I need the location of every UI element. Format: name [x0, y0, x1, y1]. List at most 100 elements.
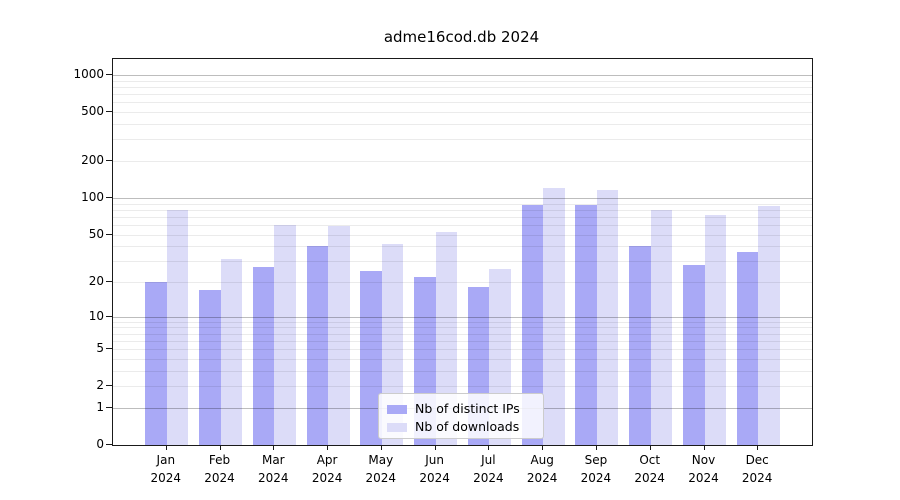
- legend: Nb of distinct IPs Nb of downloads: [378, 393, 544, 439]
- grid-line-minor: [113, 94, 812, 96]
- y-tick-label: 200: [81, 153, 104, 167]
- bar-downloads-dec: [758, 205, 780, 445]
- y-tick-label: 10: [88, 308, 104, 323]
- x-tick-mark: [380, 445, 382, 450]
- bar-downloads-mar: [274, 224, 296, 445]
- grid-line-minor: [113, 321, 812, 323]
- grid-line-minor: [113, 139, 812, 141]
- grid-line-minor: [113, 386, 812, 388]
- x-tick-label: Jan 2024: [150, 453, 182, 485]
- y-tick-label: 1: [96, 399, 104, 414]
- grid-line-minor: [113, 261, 812, 263]
- x-tick-label: Feb 2024: [204, 453, 235, 485]
- grid-line-minor: [113, 224, 812, 226]
- grid-line-minor: [113, 349, 812, 351]
- bar-distinct-ips-jan: [145, 282, 167, 445]
- x-tick-mark: [595, 445, 597, 450]
- grid-line-minor: [113, 358, 812, 360]
- grid-line-minor: [113, 370, 812, 372]
- x-tick-mark: [273, 445, 275, 450]
- bar-distinct-ips-sep: [575, 204, 597, 445]
- legend-swatch-downloads: [387, 422, 407, 432]
- x-tick-label: Mar 2024: [258, 453, 289, 485]
- grid-line-minor: [113, 333, 812, 335]
- legend-label-distinct-ips: Nb of distinct IPs: [415, 401, 520, 416]
- grid-line-minor: [113, 282, 812, 283]
- x-tick-label: Apr 2024: [311, 453, 343, 485]
- x-tick-mark: [219, 445, 221, 450]
- bar-distinct-ips-mar: [252, 266, 275, 445]
- grid-line-major: [113, 197, 812, 199]
- y-tick-label: 100: [81, 189, 104, 204]
- x-tick-label: Oct 2024: [634, 453, 665, 485]
- bar-downloads-jan: [166, 209, 189, 445]
- legend-label-downloads: Nb of downloads: [415, 419, 520, 434]
- x-tick-label: Sep 2024: [580, 453, 612, 485]
- x-tick-label: Jun 2024: [419, 453, 450, 485]
- bar-downloads-apr: [328, 225, 350, 445]
- y-tick-mark: [106, 233, 112, 235]
- bar-distinct-ips-nov: [683, 264, 705, 445]
- x-tick-mark: [757, 445, 759, 450]
- bar-downloads-sep: [596, 190, 619, 445]
- chart-title: adme16cod.db 2024: [383, 28, 540, 46]
- x-tick-mark: [649, 445, 651, 450]
- bar-distinct-ips-dec: [736, 251, 759, 445]
- x-tick-mark: [434, 445, 436, 450]
- legend-row-downloads: Nb of downloads: [387, 418, 535, 436]
- x-tick-label: Dec 2024: [741, 453, 773, 485]
- bar-downloads-aug: [543, 188, 565, 445]
- x-tick-mark: [327, 445, 329, 450]
- y-tick-label: 2: [96, 378, 104, 393]
- grid-line-minor: [113, 80, 812, 82]
- grid-line-minor: [113, 112, 812, 114]
- bar-downloads-oct: [650, 210, 673, 445]
- y-tick-label: 20: [88, 274, 104, 288]
- x-tick-mark: [488, 445, 490, 450]
- y-tick-mark: [106, 444, 112, 445]
- y-tick-mark: [106, 74, 112, 75]
- bar-downloads-feb: [220, 259, 242, 445]
- bar-distinct-ips-may: [360, 270, 382, 445]
- grid-line-minor: [113, 340, 812, 342]
- y-tick-label: 0: [96, 437, 104, 451]
- y-tick-label: 5: [96, 341, 104, 356]
- x-tick-mark: [165, 445, 167, 450]
- grid-line-minor: [113, 203, 812, 205]
- grid-line-major: [113, 316, 812, 318]
- x-tick-label: May 2024: [365, 453, 397, 485]
- y-tick-mark: [106, 315, 112, 317]
- bar-distinct-ips-oct: [629, 246, 651, 445]
- grid-line-minor: [113, 327, 812, 329]
- grid-line-minor: [113, 216, 812, 218]
- grid-line-minor: [113, 87, 812, 88]
- bar-distinct-ips-apr: [306, 246, 329, 445]
- bar-distinct-ips-feb: [199, 290, 221, 445]
- bar-downloads-nov: [704, 215, 726, 445]
- bar-distinct-ips-aug: [521, 204, 544, 445]
- y-tick-mark: [106, 348, 112, 350]
- plot-inner: [113, 59, 812, 445]
- y-tick-label: 500: [81, 104, 104, 119]
- grid-line-minor: [113, 246, 812, 248]
- grid-line-minor: [113, 209, 812, 211]
- y-tick-mark: [106, 111, 112, 113]
- grid-line-minor: [113, 161, 812, 162]
- legend-swatch-distinct-ips: [387, 404, 407, 414]
- grid-line-minor: [113, 102, 812, 104]
- bar-downloads-jun: [435, 232, 458, 445]
- x-tick-label: Aug 2024: [526, 453, 558, 485]
- x-tick-mark: [542, 445, 544, 450]
- y-tick-label: 50: [88, 226, 104, 241]
- legend-row-distinct-ips: Nb of distinct IPs: [387, 400, 535, 418]
- grid-line-major: [113, 75, 812, 76]
- grid-line-minor: [113, 124, 812, 125]
- y-tick-mark: [106, 406, 112, 408]
- y-tick-mark: [106, 385, 112, 387]
- y-tick-mark: [106, 196, 112, 198]
- grid-line-minor: [113, 234, 812, 236]
- x-tick-label: Nov 2024: [688, 453, 719, 485]
- y-tick-mark: [106, 160, 112, 161]
- plot-area: [112, 58, 813, 446]
